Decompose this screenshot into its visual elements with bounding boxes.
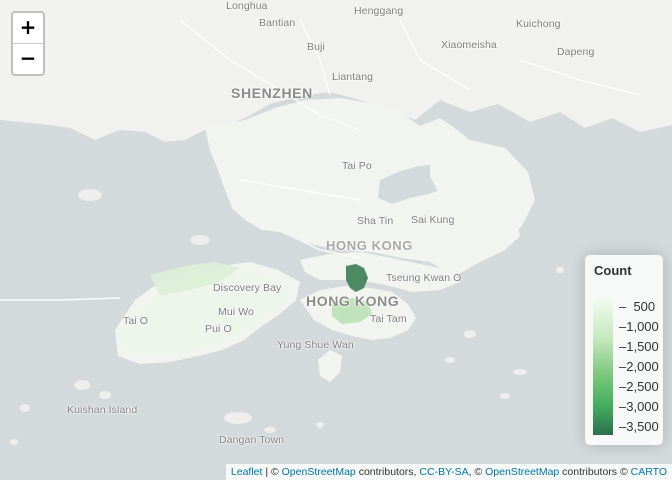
new-territories (205, 98, 528, 276)
legend-tick-mark (613, 427, 617, 428)
leaflet-link[interactable]: Leaflet (230, 466, 263, 478)
district-choropleth-max (346, 264, 368, 292)
place-label-pui-o: Pui O (205, 323, 232, 335)
legend-tick-mark (613, 407, 617, 408)
legend-title: Count (594, 263, 632, 278)
sai-kung (430, 140, 535, 240)
road-network (0, 19, 641, 301)
district-choropleth-mid (332, 298, 372, 324)
place-label-tseung-kwan-o: Tseung Kwan O (386, 272, 462, 284)
place-label-liantang: Liantang (332, 71, 374, 83)
legend-tick-label: – 500 (619, 299, 656, 314)
zoom-control: + − (11, 11, 45, 76)
legend-tick-label: –1,000 (619, 319, 659, 334)
place-label-longhua: Longhua (226, 0, 268, 12)
place-label-xiaomeisha: Xiaomeisha (441, 39, 497, 51)
legend-tick-mark (613, 307, 617, 308)
legend-tick-mark (613, 387, 617, 388)
legend-tick-label: –3,000 (619, 399, 659, 414)
place-label-kuishan-island: Kuishan Island (67, 404, 138, 416)
place-label-shenzhen: SHENZHEN (231, 85, 313, 101)
zoom-in-button[interactable]: + (13, 13, 43, 44)
attribution-contributors-1: contributors, (355, 466, 420, 478)
shenzhen-bay (0, 120, 205, 170)
cc-by-sa-link[interactable]: CC-BY-SA (419, 466, 469, 478)
carto-link[interactable]: CARTO (630, 466, 667, 478)
place-label-mui-wo: Mui Wo (218, 306, 254, 318)
place-label-henggang: Henggang (354, 5, 404, 17)
attribution-separator-2: , © (468, 466, 486, 478)
place-label-buji: Buji (307, 41, 325, 53)
legend-tick-mark (613, 347, 617, 348)
zoom-out-button[interactable]: − (13, 44, 43, 74)
place-label-kuichong: Kuichong (516, 18, 561, 30)
attribution-separator-1: | © (262, 466, 282, 478)
place-label-sai-kung: Sai Kung (411, 214, 455, 226)
kowloon (300, 252, 460, 292)
legend-tick-mark (613, 327, 617, 328)
lamma-island (318, 350, 342, 382)
region-label-hong-kong-lower: HONG KONG (306, 293, 400, 309)
place-label-tai-tam: Tai Tam (370, 313, 407, 325)
place-label-tai-po: Tai Po (342, 160, 372, 172)
mainland-land (0, 0, 672, 142)
legend-tick-label: –3,500 (619, 419, 659, 434)
region-label-hong-kong-upper: HONG KONG (326, 238, 414, 253)
legend-tick-label: –2,500 (619, 379, 659, 394)
place-label-sha-tin: Sha Tin (357, 215, 394, 227)
place-label-bantian: Bantian (259, 17, 296, 29)
legend-color-ramp (593, 295, 613, 435)
map-attribution: Leaflet | © OpenStreetMap contributors, … (225, 464, 672, 480)
place-label-tai-o: Tai O (123, 315, 149, 327)
legend-tick-label: –2,000 (619, 359, 659, 374)
osm-link-1[interactable]: OpenStreetMap (281, 466, 356, 478)
attribution-contributors-2: contributors © (559, 466, 631, 478)
place-label-yung-shue-wan: Yung Shue Wan (277, 339, 354, 351)
legend-tick-mark (613, 367, 617, 368)
place-label-dangan-town: Dangan Town (219, 434, 285, 446)
place-label-discovery-bay: Discovery Bay (213, 282, 282, 294)
count-legend: Count – 500 –1,000 –1,500 –2,000 –2,500 –3,00… (585, 255, 663, 445)
legend-tick-label: –1,500 (619, 339, 659, 354)
osm-link-2[interactable]: OpenStreetMap (485, 466, 560, 478)
place-label-dapeng: Dapeng (557, 46, 595, 58)
district-choropleth-light (150, 262, 240, 296)
